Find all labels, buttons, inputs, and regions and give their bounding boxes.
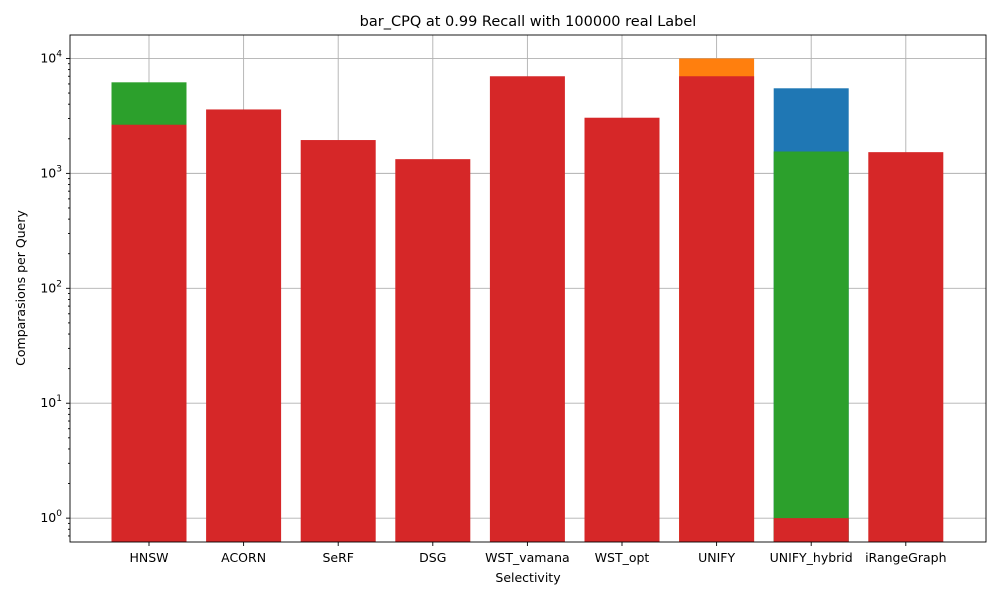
y-tick-label: 102 xyxy=(40,279,62,295)
chart-title: bar_CPQ at 0.99 Recall with 100000 real … xyxy=(360,14,697,30)
bar-HNSW-series-3 xyxy=(111,124,187,542)
bar-WST_vamana-series-3 xyxy=(489,76,565,542)
bars xyxy=(111,58,944,543)
y-tick-label: 104 xyxy=(40,49,62,65)
x-axis-label: Selectivity xyxy=(495,570,561,585)
y-tick-label: 100 xyxy=(40,509,62,525)
bar-UNIFY_hybrid-series-2 xyxy=(773,151,849,543)
x-tick-label: UNIFY xyxy=(698,550,735,565)
y-tick-label: 101 xyxy=(40,394,62,410)
x-tick-label: UNIFY_hybrid xyxy=(770,550,853,565)
bar-UNIFY-series-3 xyxy=(679,76,755,542)
y-tick-label: 103 xyxy=(40,164,62,180)
bar-WST_opt-series-3 xyxy=(584,117,660,542)
x-tick-label: SeRF xyxy=(322,550,354,565)
x-tick-label: WST_vamana xyxy=(485,550,570,565)
x-tick-label: ACORN xyxy=(221,550,266,565)
axis-ticks: HNSW ACORN SeRF DSG WST_vamana WST_opt UNIFY UN… xyxy=(40,49,946,565)
bar-DSG-series-3 xyxy=(395,159,471,543)
x-tick-label: HNSW xyxy=(129,550,168,565)
x-tick-label: WST_opt xyxy=(595,550,650,565)
x-tick-label: iRangeGraph xyxy=(865,550,946,565)
x-tick-label: DSG xyxy=(419,550,446,565)
y-axis-label: Comparasions per Query xyxy=(13,210,28,366)
bar-ACORN-series-3 xyxy=(206,109,282,542)
bar-SeRF-series-3 xyxy=(300,140,376,543)
bar-iRangeGraph-series-3 xyxy=(868,152,944,543)
bar-UNIFY_hybrid-series-3 xyxy=(773,518,849,542)
